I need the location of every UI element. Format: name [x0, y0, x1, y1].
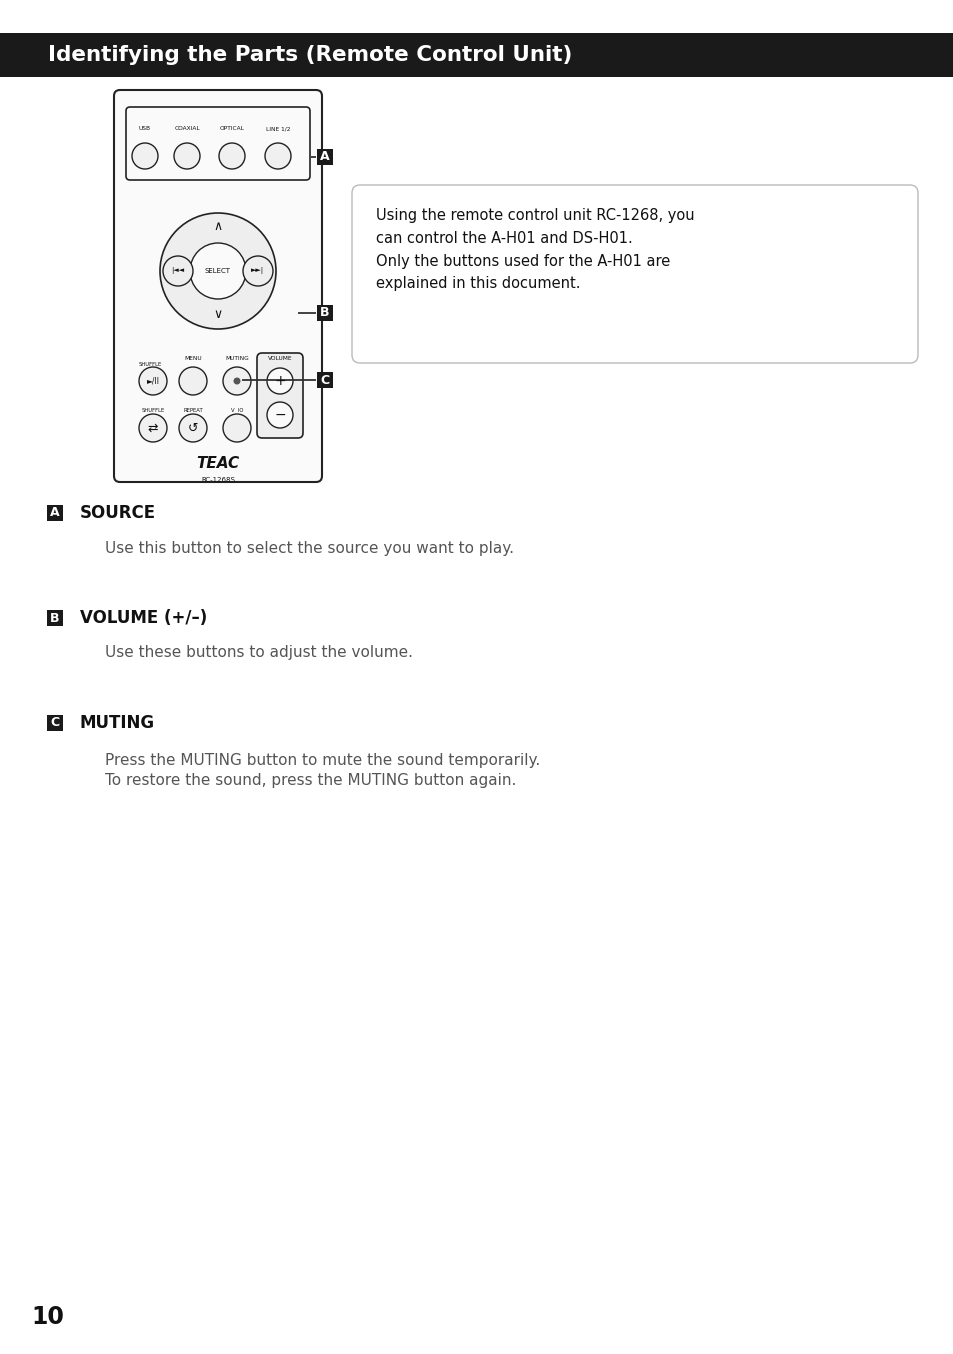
Text: SHUFFLE: SHUFFLE [141, 408, 165, 413]
Bar [47, 611, 63, 626]
Circle shape [265, 144, 291, 169]
Bar [47, 505, 63, 521]
Circle shape [163, 256, 193, 286]
Text: ∧: ∧ [213, 221, 222, 233]
Text: ►/II: ►/II [147, 376, 159, 386]
Text: ⇄: ⇄ [148, 421, 158, 435]
Text: RC-1268S: RC-1268S [201, 477, 234, 483]
Text: Identifying the Parts (Remote Control Unit): Identifying the Parts (Remote Control Un… [48, 45, 572, 65]
Text: MENU: MENU [184, 356, 202, 362]
Circle shape [173, 144, 200, 169]
FancyBboxPatch shape [126, 107, 310, 180]
Text: SELECT: SELECT [205, 268, 231, 274]
Circle shape [267, 402, 293, 428]
Text: ↺: ↺ [188, 421, 198, 435]
Text: LINE 1/2: LINE 1/2 [266, 126, 290, 131]
Circle shape [233, 378, 240, 385]
Text: SHUFFLE: SHUFFLE [139, 363, 162, 367]
Bar [316, 372, 333, 389]
Text: VOLUME (+/–): VOLUME (+/–) [80, 609, 207, 627]
Text: MUTING: MUTING [80, 714, 155, 733]
Bar [316, 149, 333, 165]
Text: C: C [320, 374, 329, 386]
Text: Using the remote control unit RC-1268, you
can control the A-H01 and DS-H01.
Onl: Using the remote control unit RC-1268, y… [375, 209, 694, 291]
Circle shape [179, 367, 207, 395]
Circle shape [139, 367, 167, 395]
FancyBboxPatch shape [113, 89, 322, 482]
Text: VOLUME: VOLUME [268, 356, 292, 362]
Text: REPEAT: REPEAT [183, 408, 203, 413]
Circle shape [219, 144, 245, 169]
FancyBboxPatch shape [352, 185, 917, 363]
Bar [316, 305, 333, 321]
Text: ∨: ∨ [213, 309, 222, 321]
Text: 10: 10 [31, 1305, 65, 1330]
Text: OPTICAL: OPTICAL [219, 126, 244, 131]
Text: TEAC: TEAC [196, 456, 239, 471]
Text: V  IO: V IO [231, 408, 243, 413]
Circle shape [243, 256, 273, 286]
Circle shape [223, 414, 251, 441]
Text: MUTING: MUTING [225, 356, 249, 362]
Ellipse shape [160, 213, 275, 329]
Text: |◄◄: |◄◄ [172, 268, 184, 275]
Circle shape [267, 368, 293, 394]
Text: Use this button to select the source you want to play.: Use this button to select the source you… [105, 540, 514, 555]
Text: SOURCE: SOURCE [80, 504, 156, 523]
Circle shape [190, 242, 246, 299]
FancyBboxPatch shape [256, 353, 303, 437]
Text: Use these buttons to adjust the volume.: Use these buttons to adjust the volume. [105, 646, 413, 661]
Text: C: C [51, 716, 59, 730]
Circle shape [139, 414, 167, 441]
Circle shape [179, 414, 207, 441]
Text: To restore the sound, press the MUTING button again.: To restore the sound, press the MUTING b… [105, 773, 516, 788]
Text: COAXIAL: COAXIAL [174, 126, 199, 131]
Circle shape [132, 144, 158, 169]
Text: Press the MUTING button to mute the sound temporarily.: Press the MUTING button to mute the soun… [105, 753, 539, 768]
Circle shape [223, 367, 251, 395]
Text: B: B [320, 306, 330, 320]
Text: −: − [274, 408, 286, 422]
Text: A: A [320, 150, 330, 164]
Text: B: B [51, 612, 60, 624]
Text: USB: USB [139, 126, 151, 131]
Text: ►►|: ►►| [252, 268, 264, 275]
Bar [47, 715, 63, 731]
Bar [0, 32, 953, 77]
Text: A: A [51, 506, 60, 520]
Text: +: + [274, 374, 286, 389]
